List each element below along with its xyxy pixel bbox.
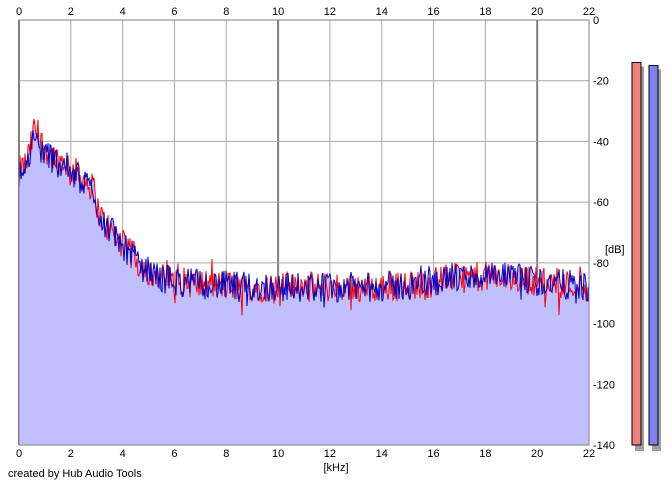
x-tick-label-top: 6 xyxy=(171,6,177,18)
credit-text: created by Hub Audio Tools xyxy=(8,468,142,480)
x-tick-label-top: 2 xyxy=(68,6,74,18)
series-red-line xyxy=(18,118,590,316)
x-tick-label-top: 20 xyxy=(531,6,543,18)
level-meters xyxy=(631,62,661,452)
x-tick-label-top: 8 xyxy=(223,6,229,18)
y-tick-label: -40 xyxy=(593,136,609,148)
x-tick-label-bottom: 6 xyxy=(171,448,177,460)
y-tick-label: 0 xyxy=(593,15,599,27)
y-axis-ticks: 0 -20 -40 -60 -80 -100 -120 -140 xyxy=(593,15,615,452)
x-tick-label-top: 16 xyxy=(427,6,439,18)
x-tick-label-bottom: 10 xyxy=(272,448,284,460)
y-tick-label: -60 xyxy=(593,197,609,209)
x-tick-label-bottom: 20 xyxy=(531,448,543,460)
x-tick-label-bottom: 4 xyxy=(120,448,126,460)
x-tick-label-bottom: 22 xyxy=(583,448,595,460)
x-tick-label-top: 22 xyxy=(583,6,595,18)
y-axis-label: [dB] xyxy=(605,244,625,256)
x-tick-label-bottom: 14 xyxy=(376,448,388,460)
x-tick-label-top: 0 xyxy=(16,6,22,18)
x-tick-label-bottom: 16 xyxy=(427,448,439,460)
x-tick-label-bottom: 2 xyxy=(68,448,74,460)
plot-border xyxy=(18,19,590,446)
y-tick-label: -80 xyxy=(593,258,609,270)
x-axis-label: [kHz] xyxy=(323,462,348,474)
y-tick-label: -120 xyxy=(593,379,615,391)
x-tick-label-bottom: 12 xyxy=(324,448,336,460)
y-tick-label: -100 xyxy=(593,319,615,331)
level-meter-right xyxy=(648,65,659,446)
x-tick-label-bottom: 8 xyxy=(223,448,229,460)
y-tick-label: -20 xyxy=(593,76,609,88)
x-tick-label-top: 4 xyxy=(120,6,126,18)
level-meter-left xyxy=(631,62,642,446)
x-tick-label-top: 10 xyxy=(272,6,284,18)
x-tick-label-top: 12 xyxy=(324,6,336,18)
x-tick-label-top: 14 xyxy=(376,6,388,18)
y-tick-label: -140 xyxy=(593,440,615,452)
x-tick-label-bottom: 0 xyxy=(16,448,22,460)
spectrum-area xyxy=(19,118,589,446)
series-blue-line xyxy=(18,129,590,308)
x-tick-label-bottom: 18 xyxy=(479,448,491,460)
x-tick-label-top: 18 xyxy=(479,6,491,18)
